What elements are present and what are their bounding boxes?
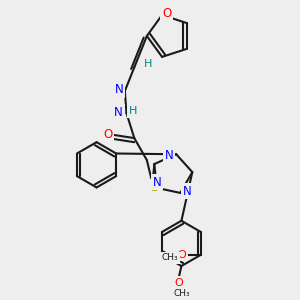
Text: H: H — [144, 59, 153, 69]
Text: CH₃: CH₃ — [174, 289, 190, 298]
Text: O: O — [178, 250, 187, 260]
Text: O: O — [162, 7, 171, 20]
Text: S: S — [150, 181, 158, 194]
Text: N: N — [165, 149, 174, 162]
Text: O: O — [174, 278, 183, 288]
Text: N: N — [153, 176, 162, 189]
Text: N: N — [183, 185, 192, 198]
Text: CH₃: CH₃ — [161, 253, 178, 262]
Text: N: N — [114, 106, 123, 118]
Text: O: O — [103, 128, 112, 140]
Text: N: N — [115, 83, 124, 96]
Text: H: H — [129, 106, 137, 116]
